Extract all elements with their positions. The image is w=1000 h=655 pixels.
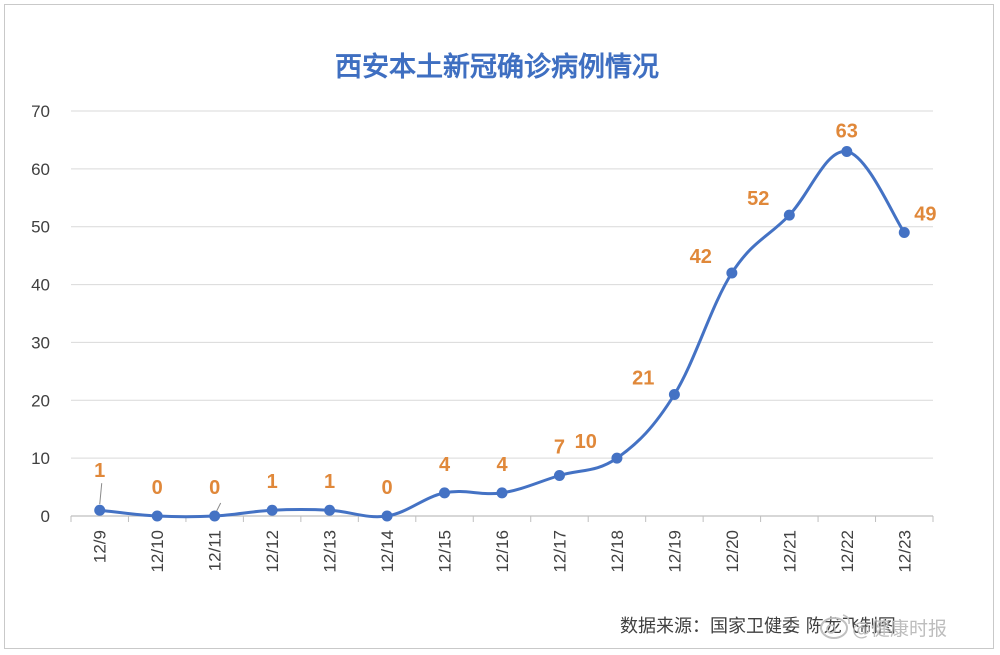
data-label-12/14: 0 [382,477,393,499]
x-tick-label: 12/12 [263,530,282,573]
data-label-12/12: 1 [267,471,278,493]
x-tick-label: 12/22 [838,530,857,573]
data-point-12/18 [611,452,623,464]
x-tick-label: 12/17 [550,530,569,573]
data-point-12/21 [783,209,795,221]
data-label-12/20: 42 [690,246,712,268]
data-label-12/19: 21 [632,368,654,390]
label-leader [99,483,103,505]
data-point-12/15 [439,487,451,499]
y-tick-label: 0 [41,507,50,526]
data-label-12/11: 0 [209,477,220,499]
data-label-12/18: 10 [575,431,597,453]
data-point-12/19 [668,389,680,400]
x-tick-label: 12/21 [780,530,799,573]
y-tick-label: 30 [31,333,50,352]
x-axis: 12/9 12/10 12/11 12/12 12/13 12/14 12/15 12/16 1… [70,515,934,573]
label-leader [216,502,222,512]
gridlines [71,110,933,459]
y-axis-ticks: 0 10 20 30 40 50 60 70 [31,102,50,526]
x-tick-label: 12/15 [436,530,455,573]
x-tick-label: 12/19 [665,530,684,573]
data-label-12/9: 1 [94,460,105,482]
x-tick-label: 12/16 [493,530,512,573]
data-label-12/16: 4 [496,454,508,476]
data-point-12/11 [209,510,221,522]
data-point-12/17 [553,470,565,481]
x-tick-label: 12/9 [91,530,110,563]
y-tick-label: 10 [31,449,50,468]
data-label-12/21: 52 [747,188,769,210]
y-tick-label: 20 [31,391,50,410]
data-label-12/23: 49 [914,204,936,226]
data-label-12/13: 1 [324,471,335,493]
y-tick-label: 50 [31,218,50,237]
y-tick-label: 60 [31,160,50,179]
x-tick-label: 12/14 [378,530,397,573]
data-label-12/10: 0 [152,477,163,499]
data-label-12/17: 7 [554,437,565,459]
watermark-text: @健康时报 [852,618,947,640]
x-tick-label: 12/20 [723,530,742,573]
data-label-12/22: 63 [836,121,858,143]
data-point-12/22 [841,146,853,157]
x-tick-label: 12/13 [321,530,340,573]
chart-title: 西安本土新冠确诊病例情况 [335,51,659,83]
weibo-icon [820,614,850,639]
x-tick-label: 12/18 [608,530,627,573]
data-label-12/15: 4 [439,454,451,476]
data-points [94,146,910,522]
x-tick-label: 12/10 [148,530,167,573]
y-tick-label: 40 [31,276,50,295]
data-point-12/9 [94,504,106,516]
y-tick-label: 70 [31,102,50,121]
data-point-12/13 [324,504,336,516]
data-point-12/14 [381,510,393,522]
data-point-12/12 [266,504,278,516]
data-point-12/16 [496,487,508,499]
x-tick-label: 12/23 [895,530,914,573]
data-point-12/20 [726,267,738,279]
x-tick-label: 12/11 [206,530,225,571]
data-point-12/10 [151,510,163,522]
data-point-12/23 [898,227,910,238]
watermark: @健康时报 [820,614,947,640]
source-note: 数据来源：国家卫健委 陈龙飞制图 [620,616,896,637]
